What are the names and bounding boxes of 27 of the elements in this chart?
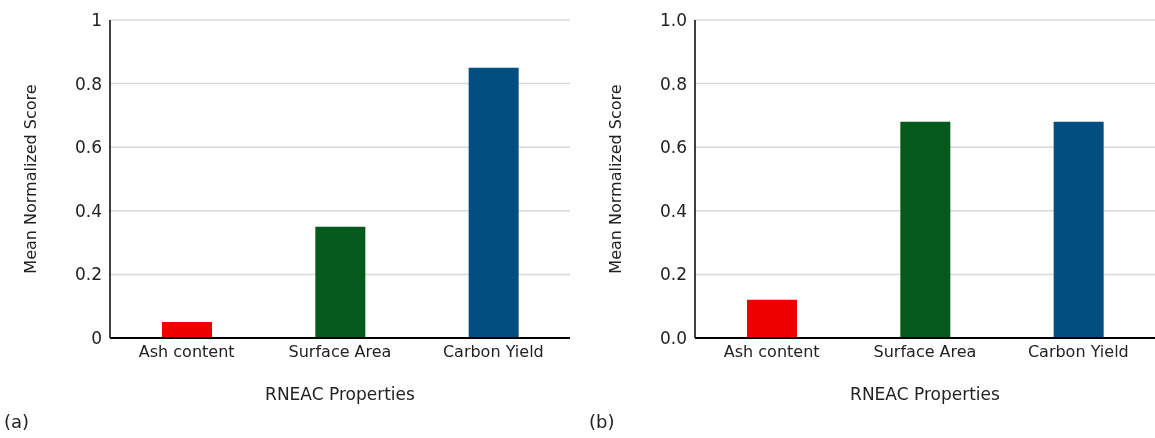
y-tick-label: 1 <box>91 10 102 31</box>
y-axis-title: Mean Normalized Score <box>20 84 40 274</box>
bar <box>162 322 212 338</box>
y-axis-title: Mean Normalized Score <box>605 84 625 274</box>
y-tick-label: 0.6 <box>74 137 102 158</box>
y-tick-label: 0 <box>91 328 102 349</box>
y-tick-label: 1.0 <box>659 10 687 31</box>
x-tick-label: Carbon Yield <box>1027 342 1129 362</box>
text: (b) <box>589 411 615 432</box>
x-tick-label: Surface Area <box>873 342 977 362</box>
y-tick-label: 0.0 <box>659 328 687 349</box>
x-axis-title: RNEAC Properties <box>850 384 1001 404</box>
y-tick-label: 0.4 <box>659 200 687 221</box>
text: (a) <box>4 411 30 432</box>
x-axis-title: RNEAC Properties <box>265 384 416 404</box>
x-tick-label: Ash content <box>138 342 235 362</box>
x-tick-label: Ash content <box>723 342 820 362</box>
bar <box>315 226 366 338</box>
y-tick-label: 0.2 <box>74 264 102 285</box>
y-tick-label: 0.2 <box>659 264 687 285</box>
x-tick-label: Carbon Yield <box>442 342 544 362</box>
y-tick-label: 0.8 <box>74 73 102 94</box>
y-tick-label: 0.8 <box>659 73 687 94</box>
bar <box>468 67 519 338</box>
y-tick-label: 0.4 <box>74 200 102 221</box>
x-tick-label: Surface Area <box>288 342 392 362</box>
y-tick-label: 0.6 <box>659 137 687 158</box>
